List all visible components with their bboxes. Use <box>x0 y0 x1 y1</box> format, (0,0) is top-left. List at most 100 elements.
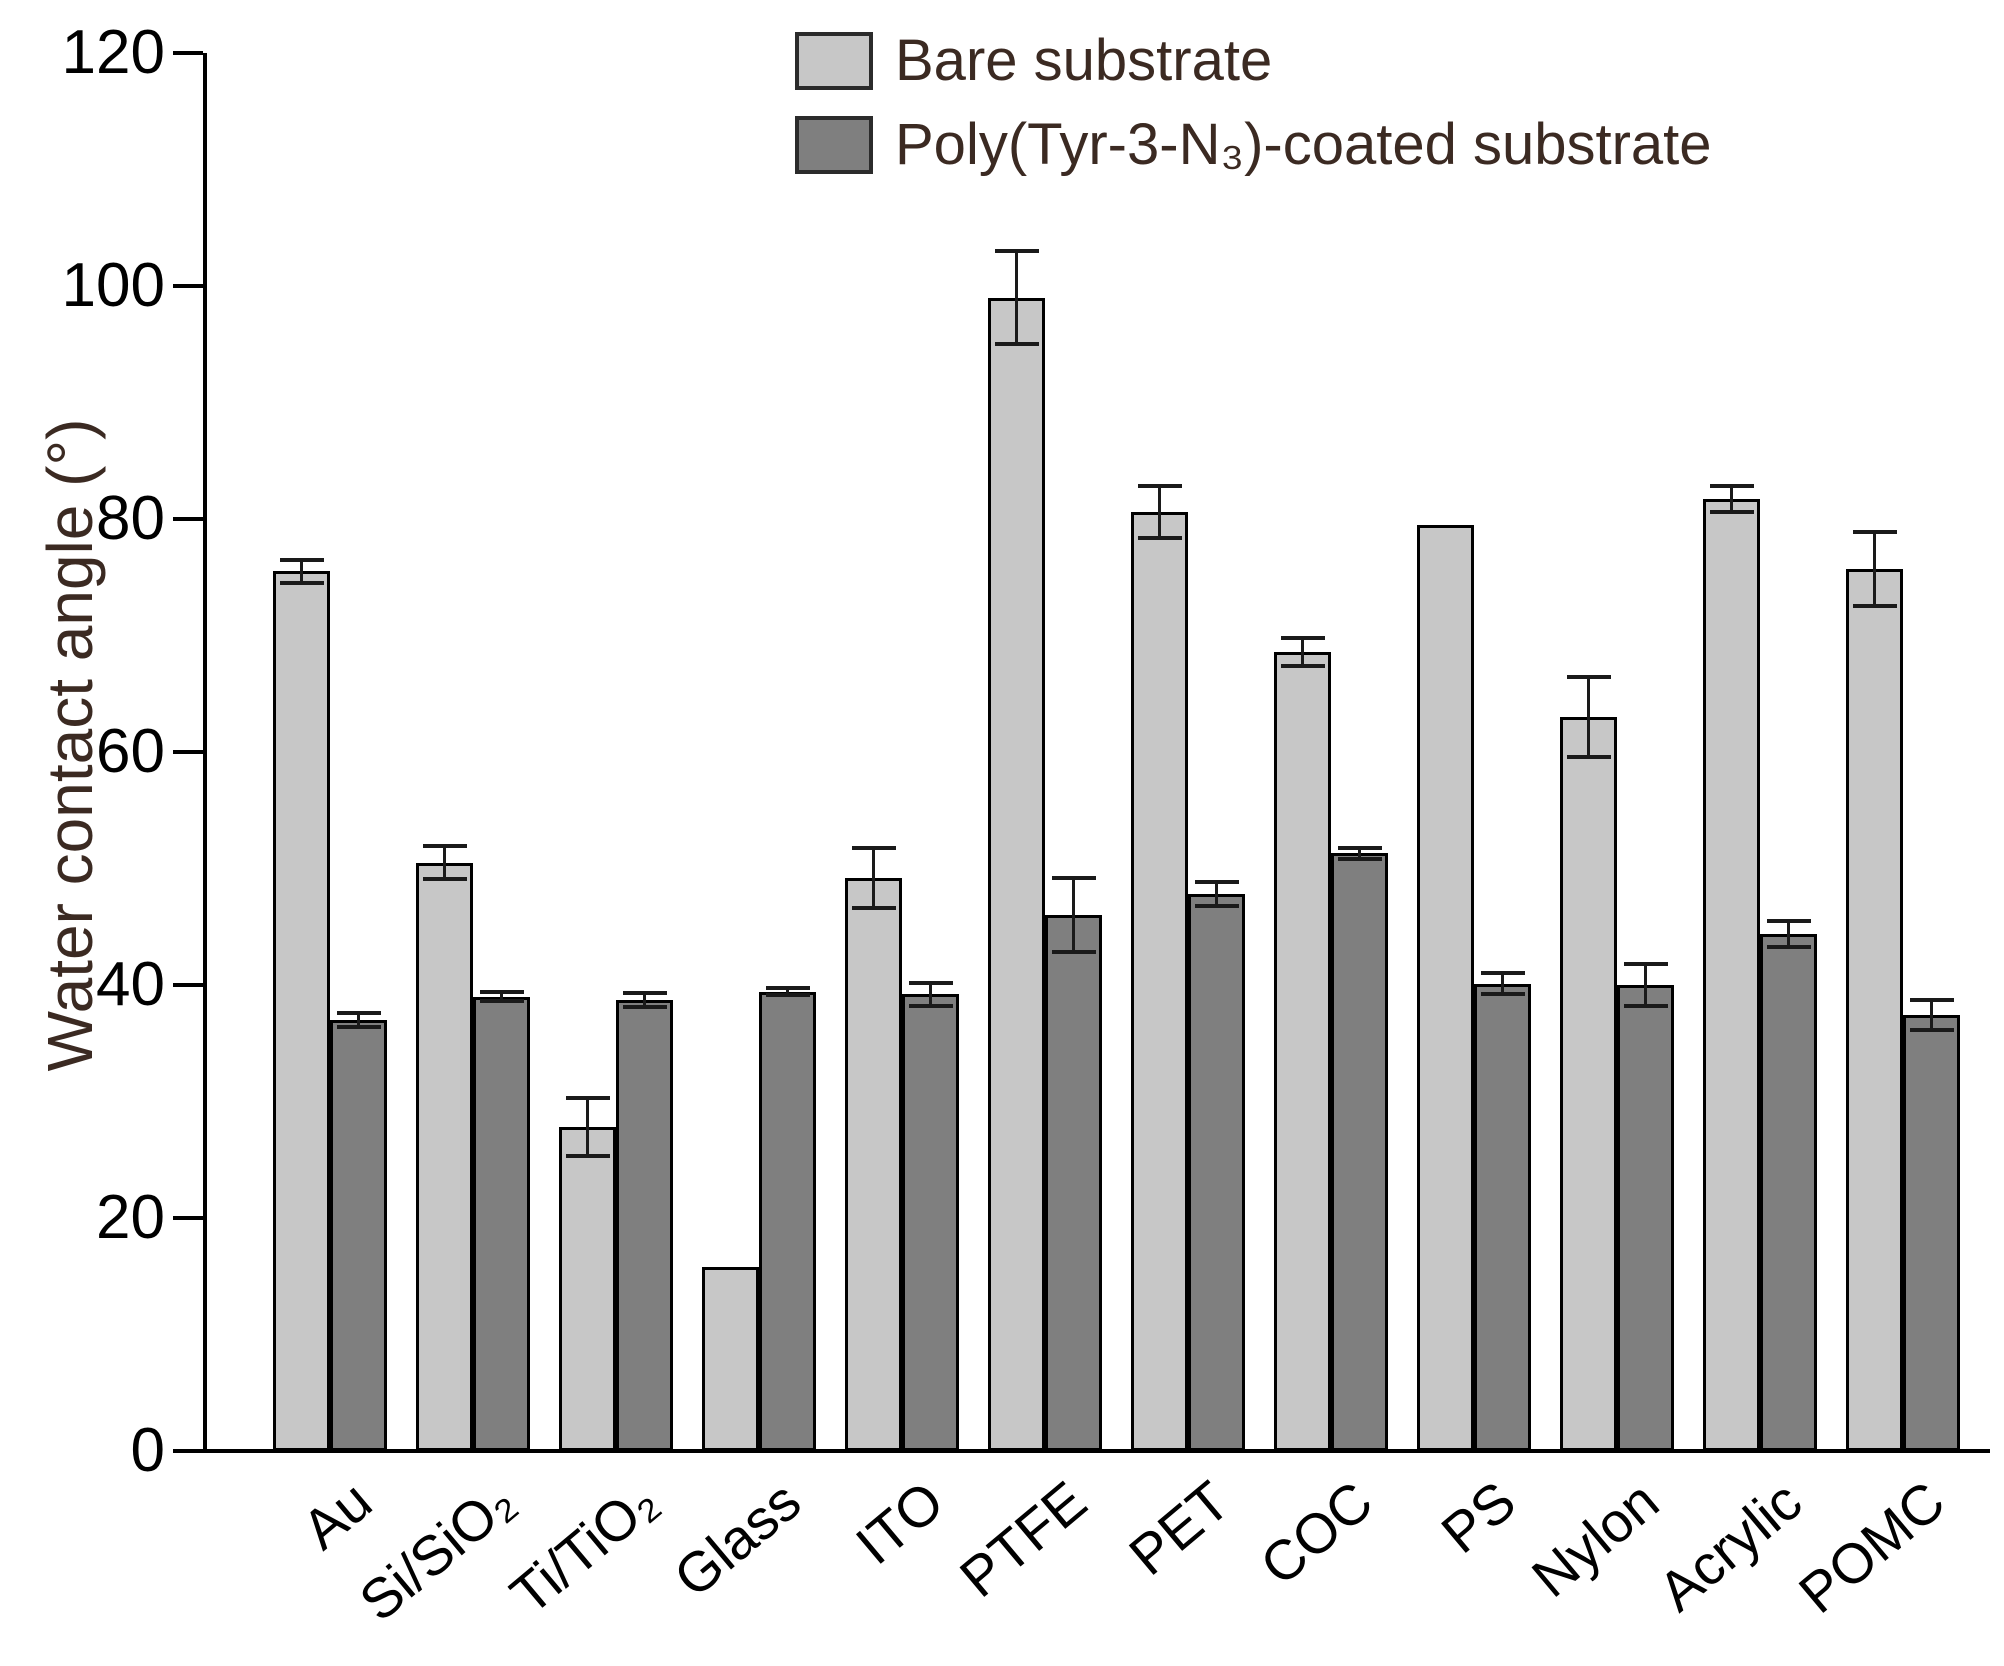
error-cap-bottom-Si/SiO₂-coated <box>479 999 524 1004</box>
error-cap-bottom-Au-bare <box>279 581 324 586</box>
error-cap-top-COC-bare <box>1280 635 1325 640</box>
legend: Bare substrate Poly(Tyr-3-N₃)-coated sub… <box>795 30 1712 198</box>
x-label-Ti/TiO₂: Ti/TiO₂ <box>498 1468 670 1627</box>
y-tick-40 <box>173 983 203 987</box>
legend-item-bare: Bare substrate <box>795 30 1712 92</box>
error-bar-Ti/TiO₂-coated <box>643 993 646 1008</box>
bar-Nylon-coated <box>1617 985 1674 1451</box>
error-cap-top-Nylon-coated <box>1623 962 1668 967</box>
error-bar-Si/SiO₂-bare <box>443 846 446 879</box>
error-cap-bottom-PET-bare <box>1137 535 1182 540</box>
bar-COC-bare <box>1274 651 1331 1451</box>
x-label-ITO: ITO <box>843 1468 956 1577</box>
bar-COC-coated <box>1331 853 1388 1451</box>
y-tick-label-40: 40 <box>96 950 165 1019</box>
error-cap-bottom-PET-coated <box>1194 903 1239 908</box>
legend-swatch-coated <box>795 116 873 174</box>
error-cap-bottom-POMC-bare <box>1852 604 1897 609</box>
legend-item-coated: Poly(Tyr-3-N₃)-coated substrate <box>795 114 1712 176</box>
error-cap-top-Acrylic-coated <box>1766 918 1811 923</box>
error-bar-PTFE-coated <box>1072 877 1075 953</box>
error-cap-bottom-ITO-coated <box>908 1003 953 1008</box>
bar-PTFE-bare <box>988 297 1045 1451</box>
bar-Au-coated <box>330 1019 387 1451</box>
bar-Nylon-bare <box>1560 717 1617 1451</box>
bar-ITO-coated <box>902 994 959 1451</box>
error-cap-bottom-PS-coated <box>1480 992 1525 997</box>
error-cap-top-PET-bare <box>1137 484 1182 489</box>
y-tick-label-80: 80 <box>96 484 165 553</box>
error-cap-bottom-Ti/TiO₂-coated <box>622 1005 667 1010</box>
error-cap-bottom-PTFE-bare <box>994 342 1039 347</box>
error-bar-Glass-coated <box>786 988 789 996</box>
error-bar-Ti/TiO₂-bare <box>586 1098 589 1157</box>
bar-PS-coated <box>1474 983 1531 1451</box>
y-tick-60 <box>173 750 203 754</box>
bar-Glass-bare <box>702 1266 759 1451</box>
x-label-Si/SiO₂: Si/SiO₂ <box>347 1468 527 1634</box>
bar-Au-bare <box>273 571 330 1451</box>
bar-PET-bare <box>1131 512 1188 1451</box>
y-tick-label-100: 100 <box>61 251 165 320</box>
bar-Ti/TiO₂-bare <box>559 1127 616 1451</box>
error-cap-bottom-Nylon-bare <box>1566 754 1611 759</box>
bar-POMC-bare <box>1846 569 1903 1451</box>
error-cap-top-Ti/TiO₂-coated <box>622 991 667 996</box>
error-cap-bottom-COC-coated <box>1337 857 1382 862</box>
error-cap-top-Si/SiO₂-coated <box>479 989 524 994</box>
error-bar-Acrylic-bare <box>1730 486 1733 512</box>
bar-Si/SiO₂-bare <box>416 862 473 1451</box>
error-cap-top-PS-coated <box>1480 971 1525 976</box>
bar-ITO-bare <box>845 877 902 1451</box>
error-cap-top-PTFE-coated <box>1051 875 1096 880</box>
bar-Acrylic-bare <box>1703 499 1760 1451</box>
x-label-Glass: Glass <box>661 1468 813 1610</box>
error-bar-Si/SiO₂-coated <box>500 991 503 1002</box>
error-cap-top-Au-bare <box>279 557 324 562</box>
error-cap-top-Acrylic-bare <box>1709 484 1754 489</box>
bar-Si/SiO₂-coated <box>473 996 530 1451</box>
error-bar-PET-coated <box>1215 882 1218 906</box>
error-bar-POMC-coated <box>1930 1000 1933 1031</box>
x-label-Au: Au <box>290 1468 384 1562</box>
error-bar-Acrylic-coated <box>1787 920 1790 947</box>
error-bar-Nylon-coated <box>1644 964 1647 1006</box>
bar-PTFE-coated <box>1045 915 1102 1451</box>
error-cap-top-ITO-coated <box>908 980 953 985</box>
x-label-PTFE: PTFE <box>948 1468 1099 1610</box>
error-cap-top-POMC-coated <box>1909 998 1954 1003</box>
error-cap-bottom-Acrylic-bare <box>1709 510 1754 514</box>
x-label-POMC: POMC <box>1786 1468 1957 1626</box>
error-cap-top-ITO-bare <box>851 845 896 850</box>
error-cap-top-PTFE-bare <box>994 249 1039 254</box>
error-cap-bottom-Nylon-coated <box>1623 1003 1668 1008</box>
error-bar-POMC-bare <box>1873 531 1876 607</box>
y-tick-label-120: 120 <box>61 18 165 87</box>
error-cap-top-Si/SiO₂-bare <box>422 844 467 849</box>
y-tick-120 <box>173 51 203 55</box>
error-cap-bottom-ITO-bare <box>851 906 896 911</box>
error-cap-top-Au-coated <box>336 1010 381 1015</box>
error-cap-bottom-POMC-coated <box>1909 1028 1954 1033</box>
error-cap-bottom-Si/SiO₂-bare <box>422 876 467 881</box>
y-tick-label-60: 60 <box>96 717 165 786</box>
error-bar-PET-bare <box>1158 486 1161 538</box>
y-tick-label-20: 20 <box>96 1183 165 1252</box>
x-label-PS: PS <box>1429 1468 1528 1566</box>
error-cap-bottom-Ti/TiO₂-bare <box>565 1154 610 1159</box>
y-tick-label-0: 0 <box>130 1416 165 1485</box>
x-axis-line <box>203 1449 1990 1453</box>
x-label-PET: PET <box>1117 1468 1242 1588</box>
error-bar-COC-coated <box>1358 847 1361 860</box>
error-bar-Au-bare <box>300 559 303 584</box>
legend-label-bare: Bare substrate <box>895 28 1273 93</box>
error-cap-top-Nylon-bare <box>1566 675 1611 680</box>
bar-POMC-coated <box>1903 1015 1960 1451</box>
x-label-Acrylic: Acrylic <box>1646 1468 1814 1624</box>
y-axis-line <box>203 53 207 1453</box>
error-cap-bottom-Glass-coated <box>765 993 810 998</box>
error-cap-top-COC-coated <box>1337 845 1382 850</box>
bar-Glass-coated <box>759 991 816 1451</box>
error-bar-Au-coated <box>357 1012 360 1027</box>
